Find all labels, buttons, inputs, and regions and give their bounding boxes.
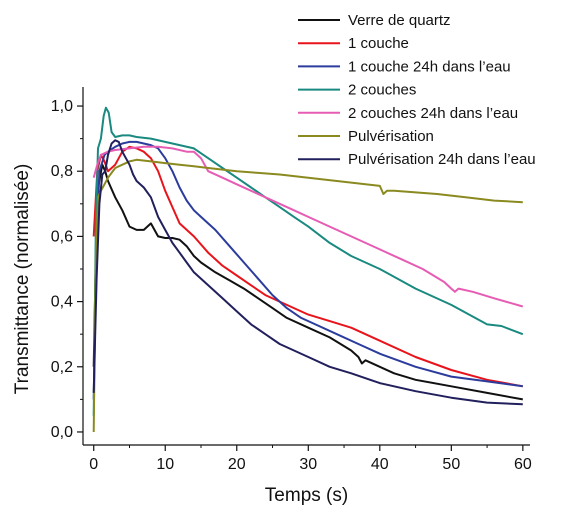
x-tick-label: 60 [514, 456, 532, 473]
legend-label-1: Verre de quartz [348, 12, 451, 29]
legend: Verre de quartz 1 couche 1 couche 24h dans… [298, 12, 536, 168]
series-line-4 [92, 106, 524, 416]
series-line-6 [92, 158, 523, 433]
legend-label-7: Pulvérisation 24h dans l’eau [348, 151, 536, 168]
series-line-1 [92, 163, 523, 401]
x-axis-title: Temps (s) [265, 485, 348, 506]
x-tick-label: 0 [89, 456, 98, 473]
y-tick-label: 0,6 [51, 228, 73, 245]
y-tick-label: 0,4 [51, 294, 73, 311]
x-tick-label: 50 [442, 456, 460, 473]
legend-label-3: 1 couche 24h dans l’eau [348, 58, 511, 75]
legend-label-2: 1 couche [348, 35, 409, 52]
y-tick-label: 1,0 [51, 98, 73, 115]
series-line-5 [92, 145, 524, 308]
legend-label-6: Pulvérisation [348, 128, 434, 145]
x-tick-label: 30 [299, 456, 317, 473]
x-tick-label: 10 [156, 456, 174, 473]
y-axis-title: Transmittance (normalisée) [12, 164, 33, 395]
x-tick-label: 40 [371, 456, 389, 473]
series-line-2 [92, 145, 523, 388]
axes: 0 10 20 30 40 50 60 0,0 0,2 0,4 0,6 0,8 1,0 Temps (s)… [12, 87, 532, 506]
y-tick-label: 0,2 [51, 359, 73, 376]
x-tick-label: 20 [228, 456, 246, 473]
legend-label-4: 2 couches [348, 82, 416, 99]
y-tick-label: 0,8 [51, 163, 73, 180]
series-line-3 [92, 140, 523, 400]
legend-label-5: 2 couches 24h dans l’eau [348, 105, 518, 122]
series-layer [92, 106, 524, 433]
y-tick-label: 0,0 [51, 424, 73, 441]
series-line-7 [92, 139, 523, 406]
